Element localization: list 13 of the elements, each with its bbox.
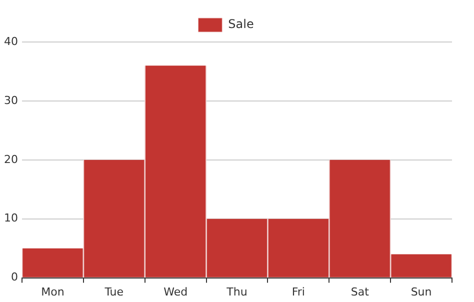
legend-label: Sale (228, 17, 254, 32)
x-tick-label: Fri (292, 285, 305, 298)
x-tick-label: Thu (226, 285, 248, 298)
x-tick-label: Sun (410, 285, 432, 298)
x-tick-label: Tue (104, 285, 124, 298)
y-tick-label: 30 (4, 94, 18, 107)
y-tick-label: 40 (4, 34, 18, 48)
y-tick-label: 10 (4, 212, 18, 225)
x-tick-label: Mon (41, 285, 64, 298)
y-tick-label: 0 (10, 270, 18, 284)
y-tick-label: 20 (4, 152, 18, 166)
x-tick-label: Wed (164, 285, 188, 298)
x-tick-label: Sat (350, 285, 370, 298)
